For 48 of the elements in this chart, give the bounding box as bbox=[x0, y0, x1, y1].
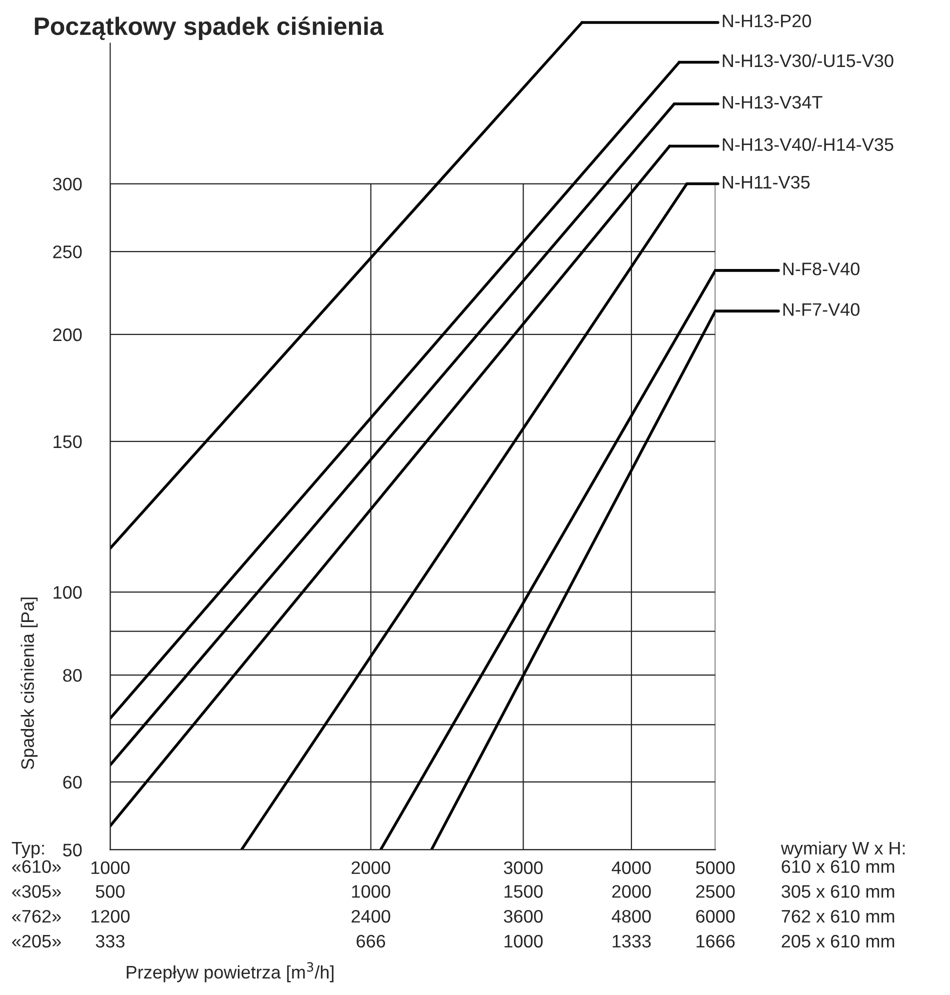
text: 305 x 610 mm bbox=[782, 885, 894, 898]
y-tick-label: 300 bbox=[52, 178, 82, 190]
chart-title: Początkowy spadek ciśnienia bbox=[34, 16, 384, 40]
text: 205 x 610 mm bbox=[782, 934, 894, 948]
y-tick-label: 200 bbox=[53, 328, 82, 342]
text: 666 bbox=[356, 934, 386, 948]
y-tick-label: 100 bbox=[54, 586, 82, 599]
legend-label: N-F8-V40 bbox=[783, 262, 860, 276]
legend-label: N-H13-V40/-H14-V35 bbox=[722, 138, 894, 151]
text: wymiary W x H: bbox=[780, 841, 905, 858]
y-tick-label: 60 bbox=[63, 776, 82, 789]
x-tick-label: 4000 bbox=[612, 861, 651, 874]
text: «205» bbox=[12, 934, 61, 948]
text: 1200 bbox=[91, 910, 130, 923]
text: 2500 bbox=[696, 885, 735, 898]
text: 333 bbox=[96, 934, 124, 948]
text: «305» bbox=[12, 885, 61, 898]
x-tick-label: 5000 bbox=[696, 861, 735, 874]
x-tick-label: 1000 bbox=[91, 861, 130, 874]
text: 1000 bbox=[504, 934, 543, 948]
text: 762 x 610 mm bbox=[782, 910, 894, 923]
text: 1666 bbox=[696, 934, 735, 948]
text: 1333 bbox=[612, 934, 651, 948]
legend-label: N-H11-V35 bbox=[722, 176, 810, 189]
text: 3600 bbox=[504, 910, 543, 923]
text: 610 x 610 mm bbox=[782, 860, 894, 873]
text: 500 bbox=[96, 885, 125, 898]
legend-label: N-H13-V30/-U15-V30 bbox=[722, 54, 894, 68]
legend-label: N-H13-V34T bbox=[722, 96, 822, 109]
x-axis-title: Przepływ powietrza [m$^{3}$/h] bbox=[126, 962, 334, 982]
legend-label: N-F7-V40 bbox=[783, 303, 860, 316]
text: Typ: bbox=[12, 842, 44, 858]
text: 4800 bbox=[612, 910, 651, 923]
y-tick-label: 150 bbox=[54, 435, 82, 448]
text: 2000 bbox=[612, 885, 651, 898]
text: «762» bbox=[12, 910, 61, 923]
x-tick-label: 3000 bbox=[504, 861, 543, 874]
y-tick-label: 250 bbox=[53, 245, 82, 258]
text: N-H13-P20 bbox=[722, 14, 812, 28]
text: 1500 bbox=[504, 885, 543, 898]
y-tick-label: 50 bbox=[63, 844, 82, 856]
y-axis-title: Spadek ciśnienia [Pa] bbox=[20, 598, 38, 770]
text: 6000 bbox=[696, 910, 735, 923]
text: «610» bbox=[12, 860, 61, 873]
y-tick-label: 80 bbox=[63, 668, 82, 682]
x-tick-label: 2000 bbox=[352, 861, 390, 874]
text: 1000 bbox=[352, 885, 390, 898]
text: 2400 bbox=[352, 910, 390, 923]
